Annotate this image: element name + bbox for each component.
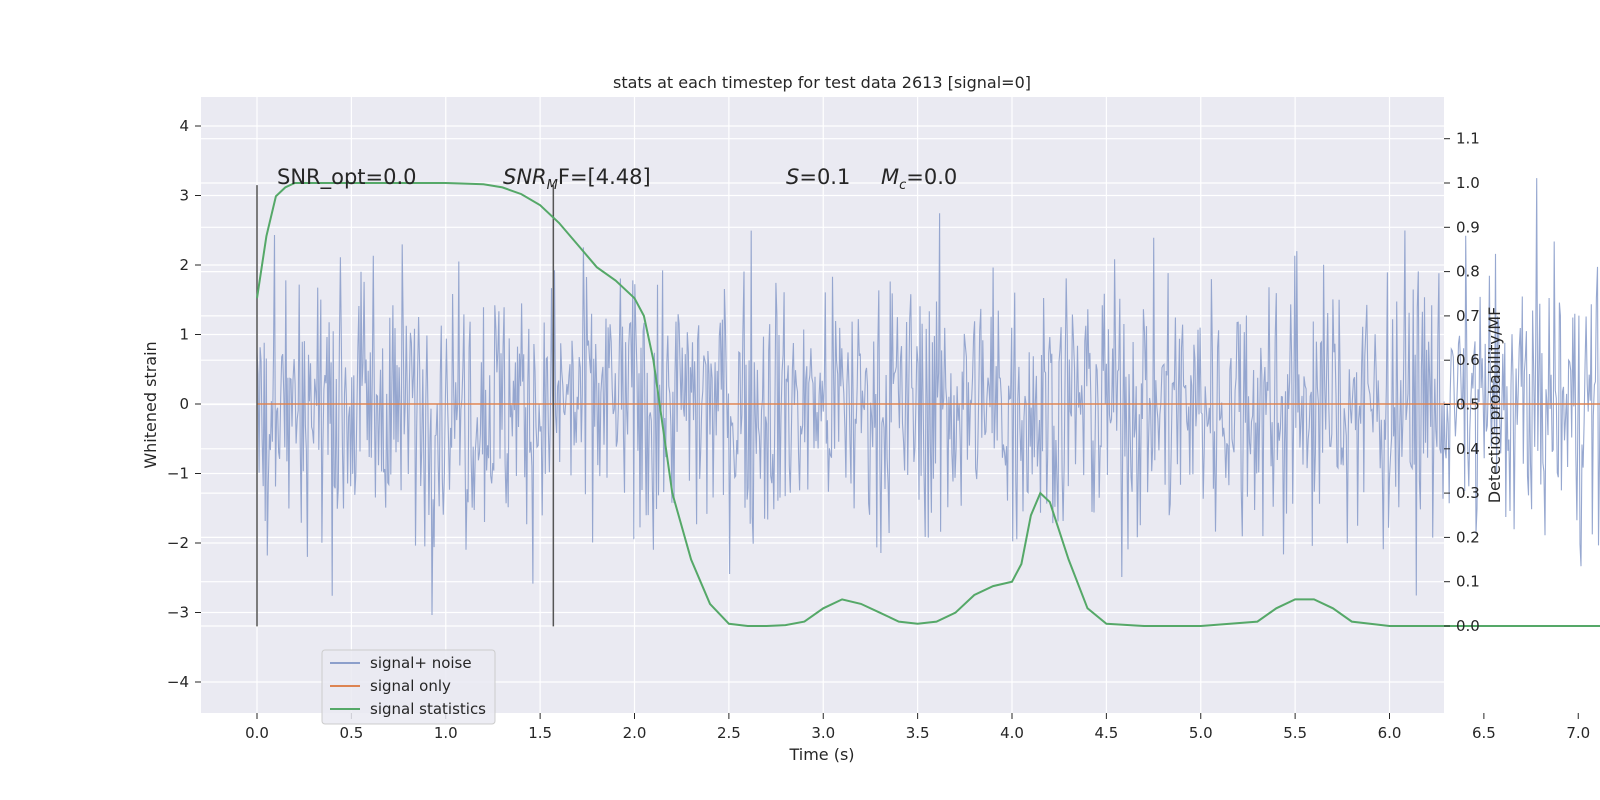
legend-frame [321, 649, 496, 725]
x-tick-label: 5.5 [1283, 724, 1307, 742]
y-right-tick-label: 0.5 [1456, 396, 1480, 414]
series-signal-noise [256, 178, 1600, 616]
x-tick-label: 1.0 [434, 724, 458, 742]
x-tick-label: 7.0 [1566, 724, 1590, 742]
x-tick-label: 5.0 [1189, 724, 1213, 742]
y-axis-right: 1.1 1.0 0.9 0.8 0.7 0.6 0.5 0.4 0.3 0.2 0.1 0.0 [1444, 130, 1480, 635]
y-right-tick-label: 0.3 [1456, 484, 1480, 502]
x-tick-label: 6.5 [1472, 724, 1496, 742]
y-axis-label: Whitened strain [141, 341, 160, 468]
x-tick-label: 4.0 [1000, 724, 1024, 742]
y-tick-label: −3 [167, 604, 189, 622]
vertical-markers [256, 185, 555, 627]
noise-trace [256, 178, 1600, 616]
y-right-tick-label: 0.1 [1456, 573, 1480, 591]
x-tick-label: 6.0 [1378, 724, 1402, 742]
y-right-tick-label: 0.9 [1456, 218, 1480, 236]
x-tick-label: 3.5 [906, 724, 930, 742]
x-axis-label: Time (s) [788, 745, 854, 764]
legend-label-signal-only: signal only [370, 677, 451, 695]
legend-label-noise: signal+ noise [370, 654, 472, 672]
chart-title: stats at each timestep for test data 261… [613, 73, 1031, 92]
y-right-tick-label: 0.6 [1456, 351, 1480, 369]
legend-label-statistics: signal statistics [370, 700, 486, 718]
y-right-tick-label: 0.8 [1456, 263, 1480, 281]
y-tick-label: −1 [167, 465, 189, 483]
y-axis-right-label: Detection probability/MF [1485, 307, 1504, 504]
x-tick-label: 2.5 [717, 724, 741, 742]
y-right-tick-label: 0.2 [1456, 528, 1480, 546]
legend: signal+ noise signal only signal statist… [321, 649, 496, 725]
x-tick-label: 0.5 [339, 724, 363, 742]
x-tick-label: 2.0 [623, 724, 647, 742]
x-tick-label: 4.5 [1094, 724, 1118, 742]
y-axis-left: 4 3 2 1 0 −1 −2 −3 −4 [167, 117, 201, 691]
x-axis: 0.0 0.5 1.0 1.5 2.0 2.5 3.0 3.5 4.0 4.5 5.0 5.5 6.0 6… [245, 713, 1590, 742]
series-signal-statistics [256, 182, 1600, 627]
annotation-snr-mf: SNRMF=[4.48] [503, 165, 651, 193]
y-tick-label: 2 [179, 256, 189, 274]
annotation-snr-opt: SNR_opt=0.0 [277, 165, 417, 190]
x-tick-label: 3.0 [811, 724, 835, 742]
x-tick-label: 0.0 [245, 724, 269, 742]
y-right-tick-label: 1.1 [1456, 130, 1480, 148]
y-tick-label: −2 [167, 534, 189, 552]
y-tick-label: 3 [179, 187, 189, 205]
y-tick-label: 4 [179, 117, 189, 135]
y-right-tick-label: 1.0 [1456, 174, 1480, 192]
y-tick-label: 1 [179, 326, 189, 344]
annotation-mc: Mc=0.0 [881, 165, 957, 193]
x-tick-label: 1.5 [528, 724, 552, 742]
y-right-tick-label: 0.7 [1456, 307, 1480, 325]
y-tick-label: 0 [179, 395, 189, 413]
y-right-tick-label: 0.0 [1456, 617, 1480, 635]
y-right-tick-label: 0.4 [1456, 440, 1480, 458]
y-tick-label: −4 [167, 673, 189, 691]
annotation-s: S=0.1 [786, 165, 850, 189]
